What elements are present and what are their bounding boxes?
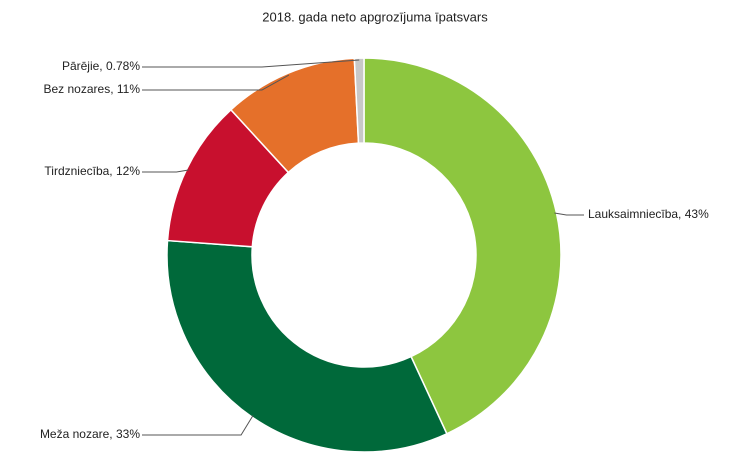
- leader-line: [554, 212, 584, 216]
- leader-line: [142, 59, 360, 68]
- donut-slice: [363, 57, 562, 435]
- slice-label: Tirdzniecība, 12%: [44, 164, 140, 178]
- leader-line: [142, 169, 189, 173]
- leader-line: [142, 74, 290, 91]
- chart-title: 2018. gada neto apgrozījuma īpatsvars: [262, 9, 488, 24]
- donut-slice: [166, 239, 448, 453]
- slice-label: Meža nozare, 33%: [40, 427, 140, 441]
- slice-label: Lauksaimniecība, 43%: [588, 207, 709, 221]
- slice-label: Pārējie, 0.78%: [62, 59, 140, 73]
- slice-label: Bez nozares, 11%: [44, 82, 141, 96]
- leader-line: [142, 415, 254, 436]
- donut-slice: [353, 57, 365, 144]
